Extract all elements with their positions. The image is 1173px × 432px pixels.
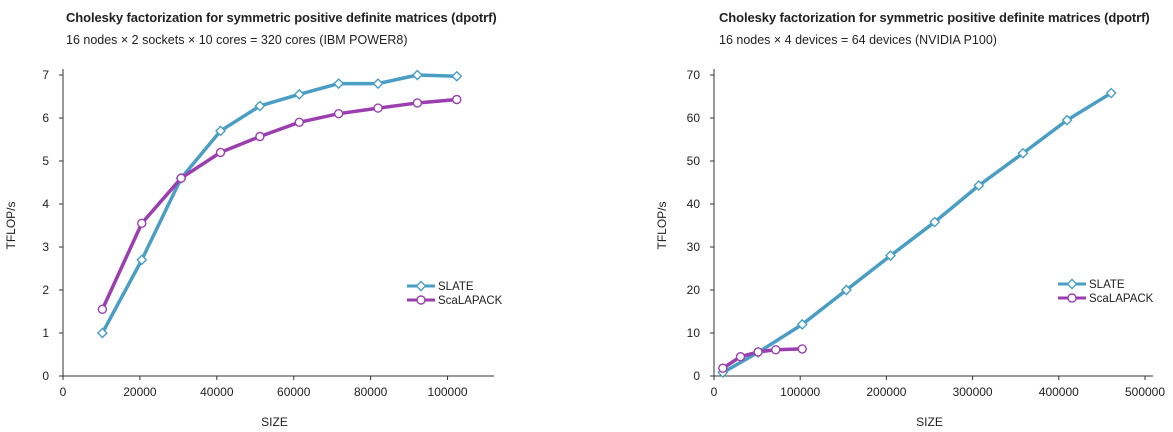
legend-marker-diamond: [415, 280, 427, 292]
data-point-scalapack: [137, 218, 147, 229]
legend-label: ScaLAPACK: [438, 295, 503, 307]
x-tick-label: 100000: [780, 385, 820, 399]
data-point-slate: [1061, 114, 1073, 126]
y-tick-label: 30: [687, 240, 701, 254]
y-axis-label: TFLOP/s: [655, 201, 669, 249]
data-point-scalapack: [333, 108, 344, 119]
x-tick-label: 20000: [123, 385, 157, 399]
data-point-slate: [333, 78, 345, 90]
x-tick-label: 500000: [1125, 385, 1165, 399]
data-point-slate: [293, 88, 305, 100]
data-point-scalapack: [452, 94, 462, 105]
chart-svg-left: 0 1 2 3 4 5 6 7 0 20000 40000 60000 80000 100000 SIZE T…: [4, 68, 503, 429]
data-point-scalapack: [294, 117, 304, 128]
data-point-slate: [96, 327, 108, 339]
chart-subtitle-right: 16 nodes × 4 devices = 64 devices (NVIDI…: [719, 33, 997, 47]
data-point-slate: [929, 216, 941, 228]
legend-label: SLATE: [1089, 279, 1125, 291]
data-point-slate: [372, 78, 384, 90]
series-line-slate: [721, 91, 1113, 375]
data-point-slate: [254, 100, 266, 112]
x-tick-label: 0: [60, 385, 67, 399]
chart-panel-right: Cholesky factorization for symmetric pos…: [640, 0, 1173, 432]
y-tick-label: 2: [42, 283, 49, 297]
data-point-slate: [840, 284, 852, 296]
y-tick-label: 6: [42, 111, 49, 125]
data-point-slate: [1105, 87, 1117, 99]
data-point-scalapack: [255, 131, 265, 142]
x-tick-label: 0: [711, 385, 718, 399]
data-point-scalapack: [735, 351, 746, 362]
y-axis-label: TFLOP/s: [4, 201, 18, 249]
y-tick-label: 5: [42, 154, 49, 168]
chart-title-right: Cholesky factorization for symmetric pos…: [719, 10, 1150, 25]
data-point-slate: [885, 250, 897, 262]
data-point-scalapack: [797, 344, 807, 354]
data-point-scalapack: [97, 304, 108, 315]
data-point-scalapack: [215, 147, 226, 158]
x-tick-label: 100000: [428, 385, 468, 399]
data-point-scalapack: [412, 98, 423, 108]
x-axis-label: SIZE: [261, 415, 288, 429]
series-line-slate: [100, 73, 459, 335]
data-point-slate: [973, 180, 985, 191]
legend-marker-diamond: [1066, 278, 1078, 290]
x-tick-label: 300000: [953, 385, 993, 399]
legend-label: ScaLAPACK: [1089, 293, 1154, 305]
chart-subtitle-left: 16 nodes × 2 sockets × 10 cores = 320 co…: [66, 33, 408, 47]
y-tick-label: 3: [42, 240, 49, 254]
y-tick-label: 70: [687, 68, 701, 82]
y-tick-label: 0: [42, 369, 49, 383]
chart-panel-left: Cholesky factorization for symmetric pos…: [0, 0, 540, 432]
x-axis-label: SIZE: [916, 415, 943, 429]
data-point-scalapack: [771, 345, 781, 355]
y-tick-label: 7: [42, 68, 49, 82]
x-tick-label: 400000: [1039, 385, 1079, 399]
y-tick-label: 1: [42, 326, 49, 340]
data-point-slate: [136, 254, 148, 266]
y-tick-label: 4: [42, 197, 49, 211]
y-tick-label: 50: [687, 154, 701, 168]
y-tick-label: 40: [687, 197, 701, 211]
legend-label: SLATE: [438, 281, 474, 293]
data-point-slate: [215, 125, 226, 137]
y-tick-label: 0: [693, 369, 700, 383]
y-tick-label: 20: [687, 283, 701, 297]
x-tick-label: 80000: [354, 385, 388, 399]
x-tick-label: 60000: [277, 385, 311, 399]
y-tick-label: 60: [687, 111, 701, 125]
data-point-slate: [411, 69, 423, 81]
data-point-slate: [451, 70, 463, 82]
legend-marker-circle: [416, 295, 426, 305]
data-point-scalapack: [718, 363, 728, 373]
x-tick-label: 40000: [200, 385, 234, 399]
chart-title-left: Cholesky factorization for symmetric pos…: [66, 10, 497, 25]
data-point-slate: [1017, 147, 1029, 159]
data-point-scalapack: [176, 173, 186, 183]
legend-marker-circle: [1067, 293, 1077, 303]
data-point-slate: [796, 318, 808, 330]
y-tick-label: 10: [687, 326, 701, 340]
series-line-scalapack: [100, 97, 459, 312]
chart-svg-right: 0 10 20 30 40 50 60 70 0 100000 200000 300000 400000…: [655, 68, 1165, 429]
data-point-scalapack: [373, 103, 383, 113]
x-tick-label: 200000: [866, 385, 906, 399]
data-point-scalapack: [753, 347, 763, 357]
